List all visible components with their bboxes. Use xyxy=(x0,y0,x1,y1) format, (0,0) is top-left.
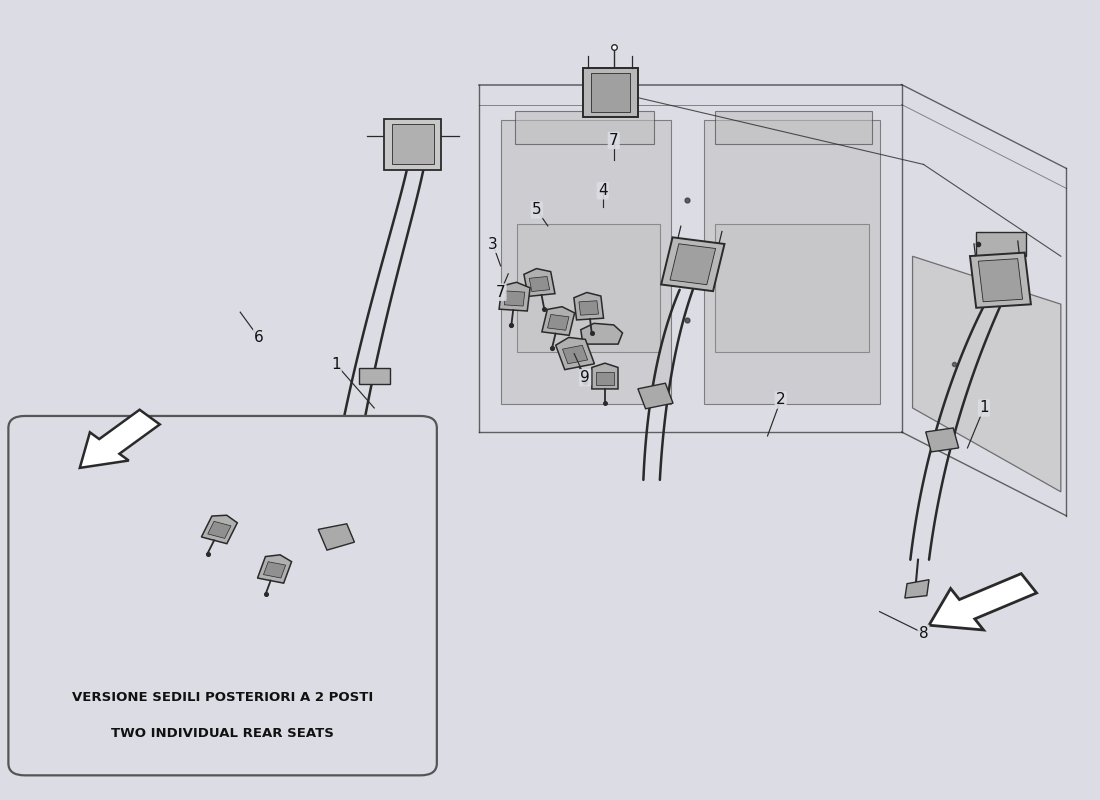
Polygon shape xyxy=(596,372,614,385)
Polygon shape xyxy=(930,574,1036,630)
Polygon shape xyxy=(978,258,1023,302)
Polygon shape xyxy=(661,238,725,291)
Polygon shape xyxy=(638,383,673,409)
Polygon shape xyxy=(515,111,654,145)
Text: 6: 6 xyxy=(254,330,264,346)
Text: 3: 3 xyxy=(488,237,497,252)
Polygon shape xyxy=(524,269,556,296)
Polygon shape xyxy=(201,515,238,544)
FancyBboxPatch shape xyxy=(392,125,433,165)
Polygon shape xyxy=(500,121,671,404)
Text: 7: 7 xyxy=(496,285,505,300)
Polygon shape xyxy=(583,68,638,118)
Polygon shape xyxy=(548,314,569,330)
Polygon shape xyxy=(715,111,872,145)
Polygon shape xyxy=(926,428,959,452)
Polygon shape xyxy=(318,524,354,550)
Text: 5: 5 xyxy=(532,202,541,218)
Polygon shape xyxy=(257,555,292,583)
Text: 4: 4 xyxy=(598,183,607,198)
Polygon shape xyxy=(670,244,716,285)
Polygon shape xyxy=(581,323,623,344)
Polygon shape xyxy=(529,277,550,291)
Polygon shape xyxy=(574,293,604,320)
Polygon shape xyxy=(208,522,231,538)
Polygon shape xyxy=(359,368,389,384)
Polygon shape xyxy=(592,363,618,389)
Text: 7: 7 xyxy=(609,133,618,148)
Polygon shape xyxy=(542,306,574,335)
Polygon shape xyxy=(905,580,930,598)
FancyBboxPatch shape xyxy=(384,119,441,170)
Text: 1: 1 xyxy=(979,401,989,415)
Polygon shape xyxy=(562,346,587,364)
Polygon shape xyxy=(913,256,1060,492)
Polygon shape xyxy=(579,301,598,315)
Polygon shape xyxy=(977,232,1025,256)
Text: 1: 1 xyxy=(331,357,341,371)
Polygon shape xyxy=(970,253,1031,308)
Polygon shape xyxy=(517,224,660,352)
Polygon shape xyxy=(264,562,286,578)
FancyBboxPatch shape xyxy=(9,416,437,775)
Text: 9: 9 xyxy=(581,370,590,385)
Polygon shape xyxy=(591,74,630,112)
Text: VERSIONE SEDILI POSTERIORI A 2 POSTI: VERSIONE SEDILI POSTERIORI A 2 POSTI xyxy=(72,691,373,704)
Polygon shape xyxy=(704,121,880,404)
Text: 8: 8 xyxy=(918,626,928,641)
Text: TWO INDIVIDUAL REAR SEATS: TWO INDIVIDUAL REAR SEATS xyxy=(111,726,334,739)
Polygon shape xyxy=(80,410,160,468)
Polygon shape xyxy=(556,338,594,370)
Polygon shape xyxy=(499,282,530,311)
Polygon shape xyxy=(504,291,525,306)
Polygon shape xyxy=(715,224,869,352)
Text: 2: 2 xyxy=(776,393,785,407)
